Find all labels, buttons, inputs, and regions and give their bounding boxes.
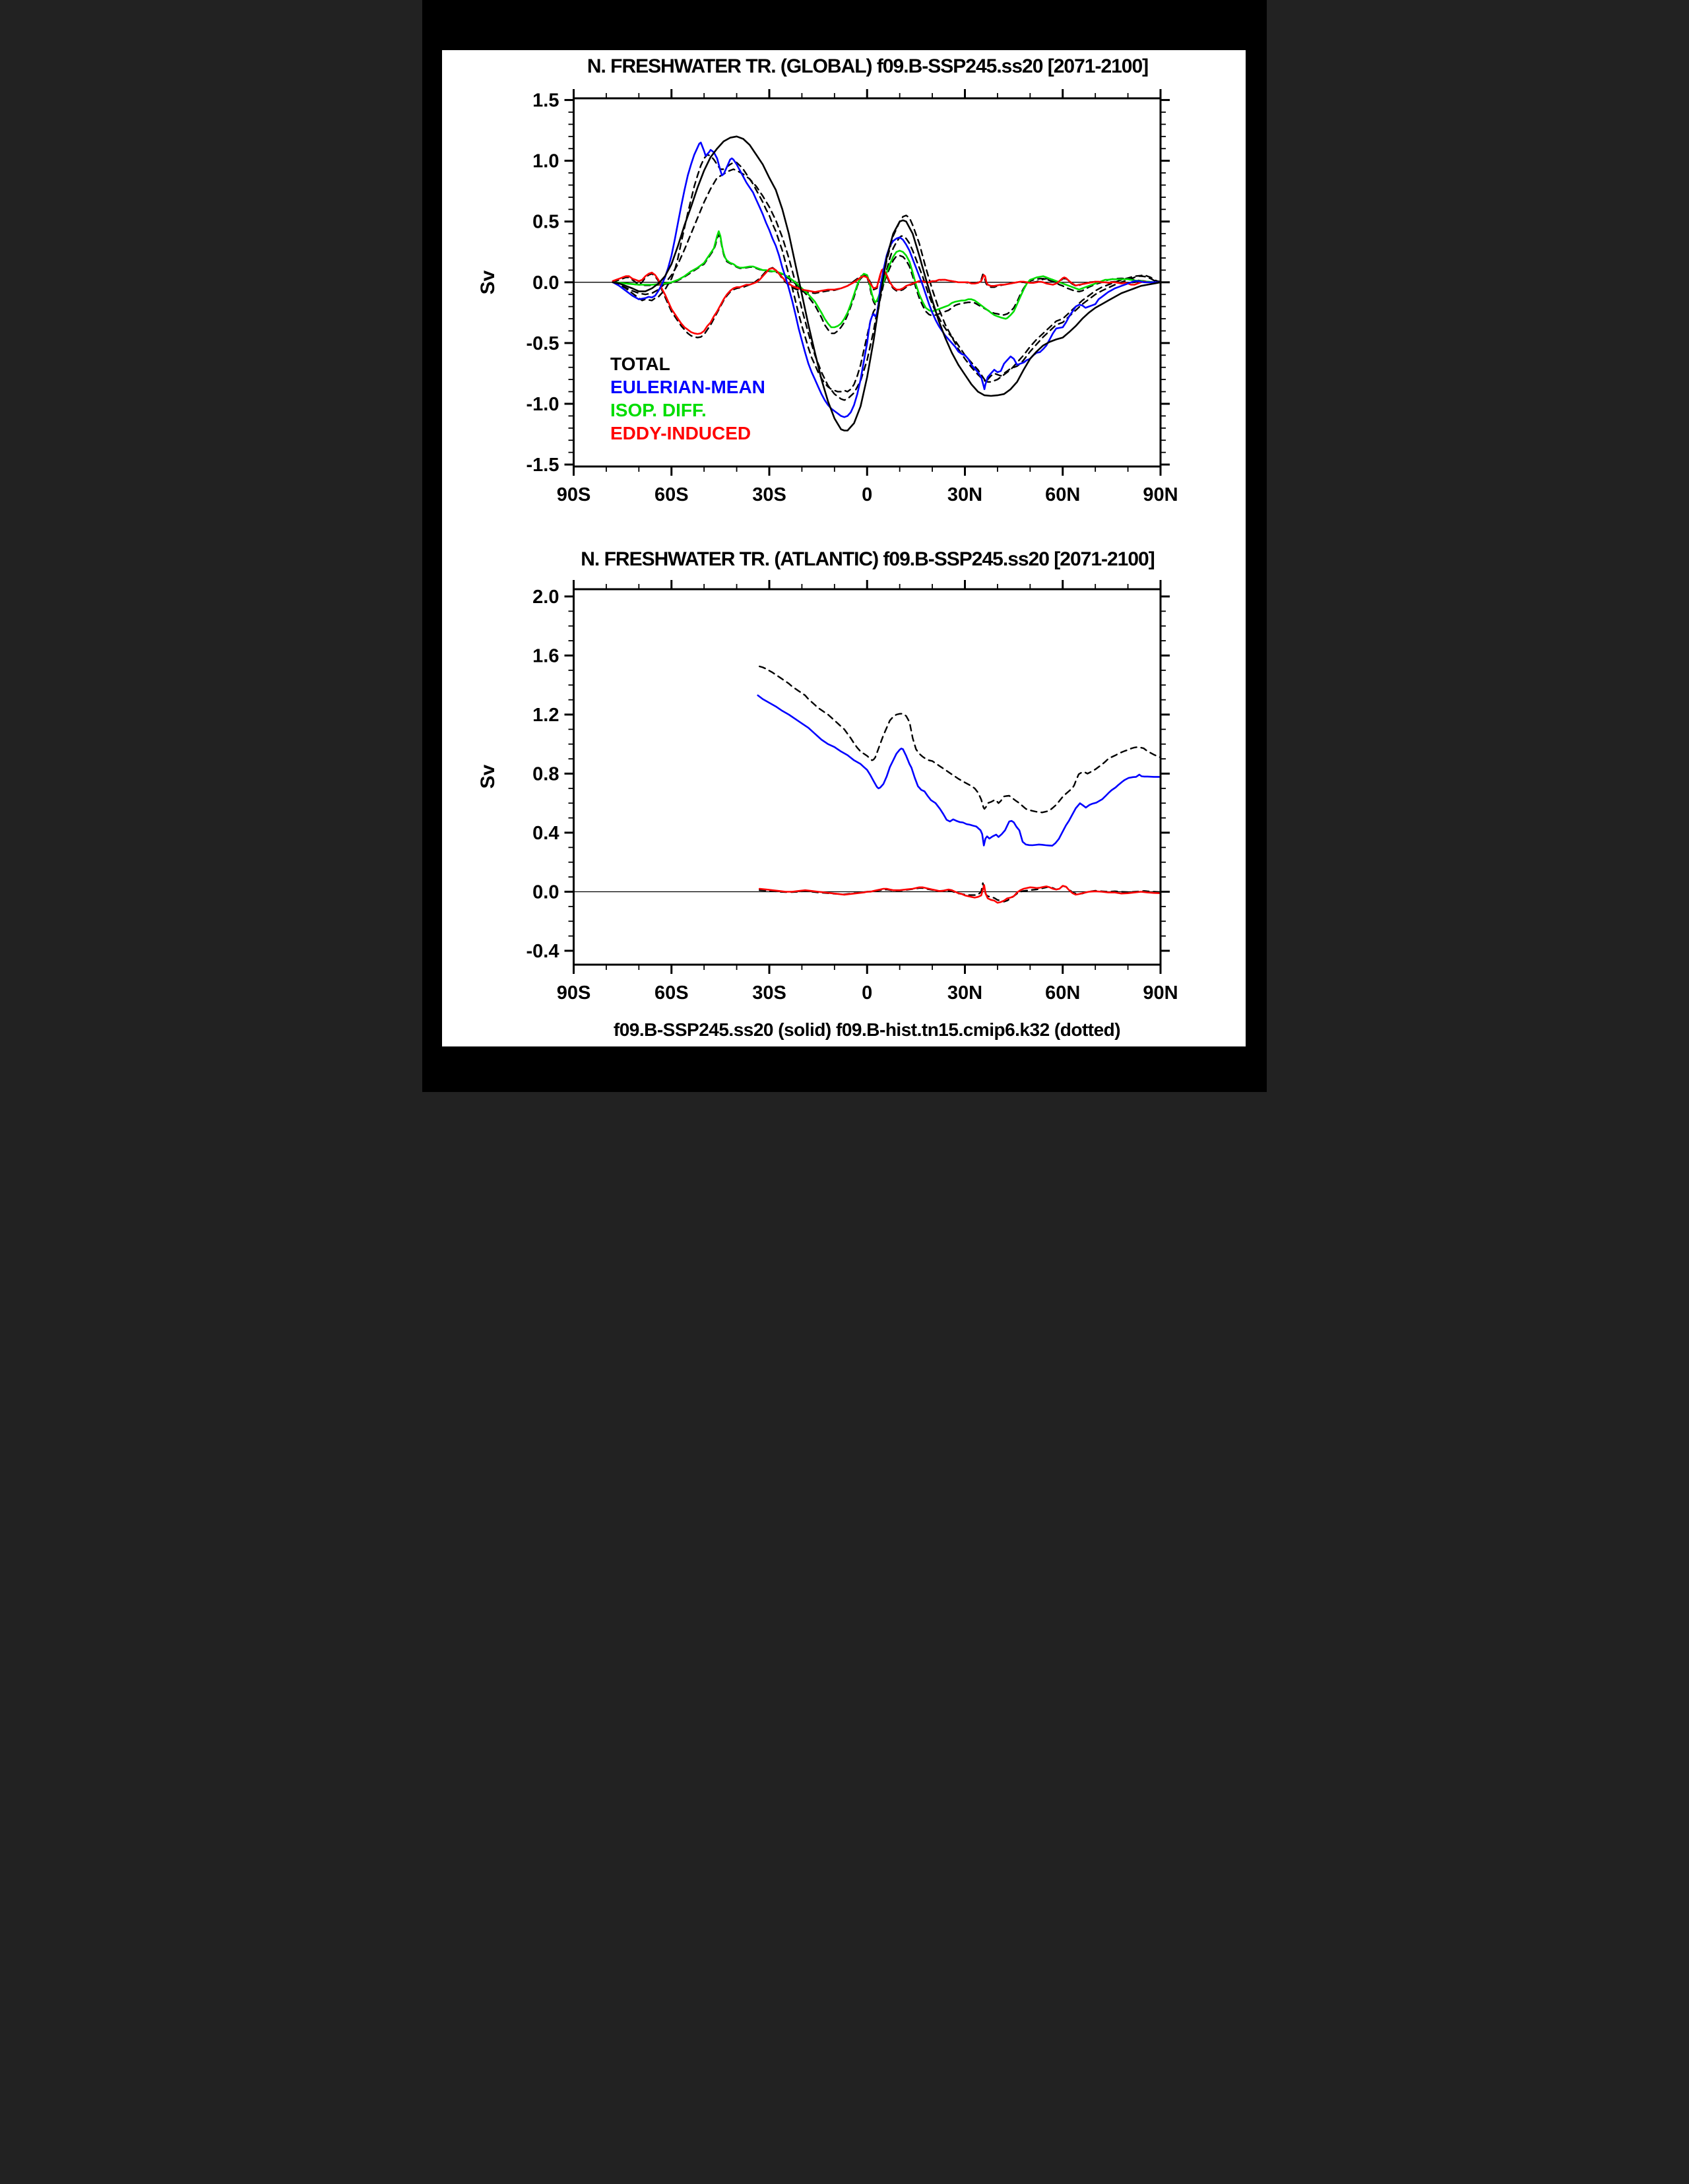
y-tick-label: -1.0 bbox=[526, 394, 559, 415]
x-tick-label: 60S bbox=[654, 484, 689, 505]
y-tick-label: -0.5 bbox=[526, 333, 559, 354]
y-tick-label: -0.4 bbox=[526, 941, 559, 962]
x-tick-label: 60N bbox=[1045, 484, 1080, 505]
bottom-plot-title: N. FRESHWATER TR. (ATLANTIC) f09.B-SSP24… bbox=[581, 548, 1155, 570]
x-tick-label: 60S bbox=[654, 982, 689, 1004]
series-atl-eulerian-mean bbox=[757, 694, 1162, 847]
y-tick-label: -1.5 bbox=[526, 455, 559, 476]
figure-caption: f09.B-SSP245.ss20 (solid) f09.B-hist.tn1… bbox=[613, 1019, 1121, 1040]
x-tick-label: 90N bbox=[1143, 484, 1178, 505]
series-eddy-induced bbox=[612, 267, 1162, 335]
figure-paper bbox=[442, 50, 1246, 1046]
y-tick-label: 0.4 bbox=[532, 823, 559, 844]
x-tick-label: 60N bbox=[1045, 982, 1080, 1004]
x-tick-label: 90S bbox=[557, 484, 591, 505]
x-tick-label: 30N bbox=[947, 484, 982, 505]
legend-item-total: TOTAL bbox=[610, 354, 670, 374]
x-tick-label: 0 bbox=[862, 982, 872, 1004]
y-tick-label: 0.0 bbox=[532, 273, 559, 294]
y-tick-label: 2.0 bbox=[532, 587, 559, 608]
x-tick-label: 30S bbox=[752, 484, 786, 505]
screenshot-root: 90S 60S 30S 0 30N 60N 90N 1.5 1.0 0.5 0.0 -0.5 -1.0 -… bbox=[422, 0, 1267, 1092]
series-isop-diff bbox=[612, 230, 1162, 329]
series-eulerian-mean bbox=[612, 141, 1162, 418]
top-plot-y-axis-label: Sv bbox=[477, 270, 499, 295]
y-tick-label: 1.5 bbox=[532, 90, 559, 112]
series-atl-total-dotted-run bbox=[759, 665, 1162, 814]
legend-item-eulerian-mean: EULERIAN-MEAN bbox=[610, 377, 765, 397]
x-tick-label: 30S bbox=[752, 982, 786, 1004]
bottom-plot-y-axis-label: Sv bbox=[477, 764, 499, 789]
series-total bbox=[612, 135, 1162, 432]
series-eulerian-mean-dotted-run bbox=[612, 154, 1162, 393]
y-tick-label: 1.0 bbox=[532, 151, 559, 172]
x-tick-label: 90S bbox=[557, 982, 591, 1004]
series-atl-eddy-induced bbox=[758, 884, 1162, 904]
series-total-dotted-run bbox=[612, 168, 1162, 401]
top-plot-title: N. FRESHWATER TR. (GLOBAL) f09.B-SSP245.… bbox=[587, 55, 1149, 77]
y-tick-label: 1.2 bbox=[532, 705, 559, 726]
plot-frame bbox=[573, 97, 1162, 468]
y-tick-label: 0.8 bbox=[532, 763, 559, 785]
chart-figure: 90S 60S 30S 0 30N 60N 90N 1.5 1.0 0.5 0.0 -0.5 -1.0 -… bbox=[526, 89, 1178, 1004]
legend-item-eddy-induced: EDDY-INDUCED bbox=[610, 423, 751, 443]
series-eddy-induced-dotted-run bbox=[612, 267, 1162, 338]
series-isop-diff-dotted-run bbox=[612, 233, 1162, 335]
y-tick-label: 0.0 bbox=[532, 882, 559, 903]
x-tick-label: 30N bbox=[947, 982, 982, 1004]
plot-frame bbox=[573, 588, 1162, 966]
y-tick-label: 1.6 bbox=[532, 645, 559, 666]
y-tick-label: 0.5 bbox=[532, 212, 559, 233]
x-tick-label: 90N bbox=[1143, 982, 1178, 1004]
x-tick-label: 0 bbox=[862, 484, 872, 505]
legend-item-isop-diff: ISOP. DIFF. bbox=[610, 400, 707, 420]
